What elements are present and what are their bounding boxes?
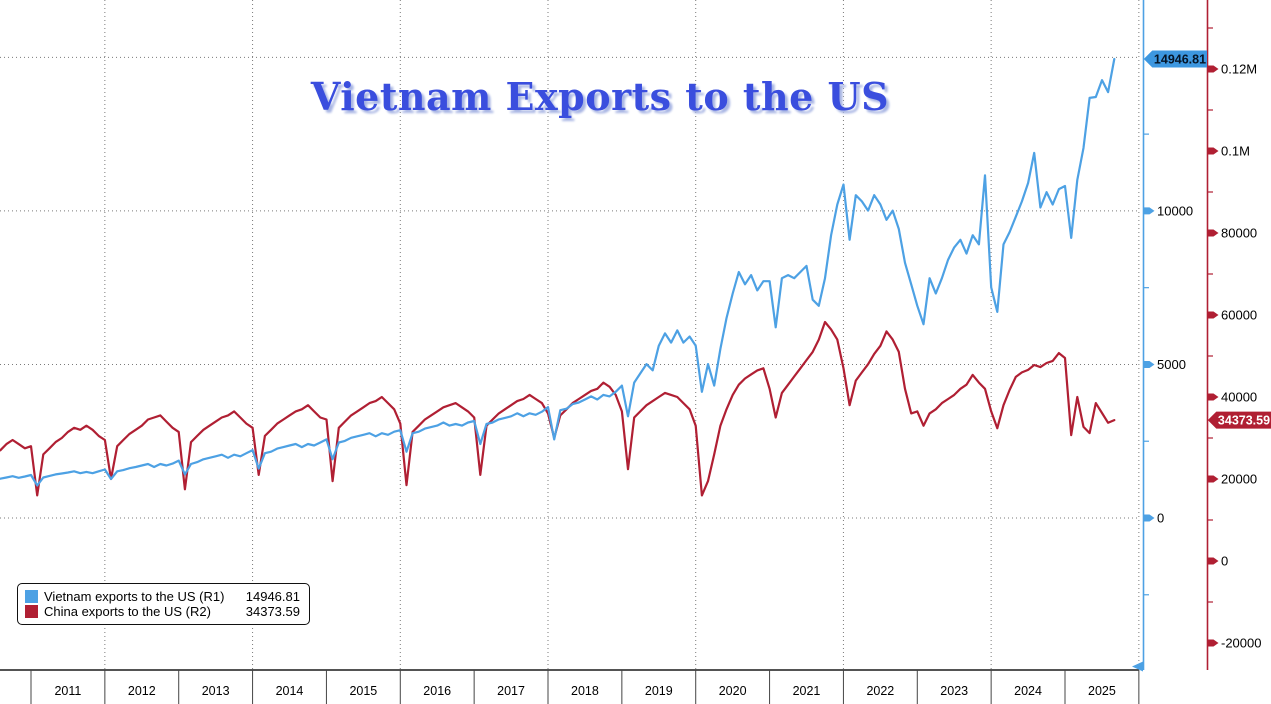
axis-tick-arrow-icon: [1208, 639, 1219, 647]
axis-tick-arrow-icon: [1144, 514, 1155, 522]
china-swatch-icon: [25, 605, 38, 618]
axis-tick-label: 80000: [1221, 226, 1257, 241]
axis-tick-label: 20000: [1221, 472, 1257, 487]
china-line: [0, 320, 1116, 497]
axis-tick-label: 0: [1157, 511, 1164, 526]
x-axis-year-label: 2019: [645, 684, 673, 698]
axis-tick-label: 0: [1221, 554, 1228, 569]
axis-tick-label: 0.12M: [1221, 62, 1257, 77]
legend-label-vietnam: Vietnam exports to the US (R1): [44, 589, 225, 604]
legend-row-china: China exports to the US (R2) 34373.59: [25, 604, 300, 619]
x-axis-year-label: 2012: [128, 684, 156, 698]
legend-row-vietnam: Vietnam exports to the US (R1) 14946.81: [25, 589, 300, 604]
x-axis-year-label: 2014: [276, 684, 304, 698]
axis-tick-label: 5000: [1157, 357, 1186, 372]
axis-tick-arrow-icon: [1144, 360, 1155, 368]
vietnam-last-value-badge-text: 14946.81: [1154, 52, 1206, 66]
axis-tick-arrow-icon: [1208, 229, 1219, 237]
x-axis-year-label: 2025: [1088, 684, 1116, 698]
axis-tick-label: -20000: [1221, 636, 1261, 651]
axis-tick-label: 10000: [1157, 203, 1193, 218]
x-axis-year-label: 2020: [719, 684, 747, 698]
axis-tick-label: 40000: [1221, 390, 1257, 405]
legend: Vietnam exports to the US (R1) 14946.81 …: [17, 583, 310, 625]
x-axis-year-label: 2016: [423, 684, 451, 698]
vietnam-last-value-badge-shape: [1143, 50, 1207, 68]
r1-axis-end-arrow-icon: [1132, 661, 1143, 672]
chart-title: Vietnam Exports to the US: [310, 74, 890, 119]
axis-tick-arrow-icon: [1208, 147, 1219, 155]
x-axis-year-label: 2023: [940, 684, 968, 698]
axis-tick-label: 60000: [1221, 308, 1257, 323]
axis-tick-arrow-icon: [1144, 207, 1155, 215]
x-axis-year-label: 2015: [349, 684, 377, 698]
axis-tick-arrow-icon: [1208, 475, 1219, 483]
x-axis-year-label: 2021: [793, 684, 821, 698]
x-axis-year-label: 2018: [571, 684, 599, 698]
legend-value-china: 34373.59: [245, 604, 300, 619]
axis-tick-arrow-icon: [1208, 557, 1219, 565]
axis-tick-label: 0.1M: [1221, 144, 1250, 159]
x-axis-year-label: 2022: [866, 684, 894, 698]
legend-label-china: China exports to the US (R2): [44, 604, 211, 619]
china-last-value-badge-text: 34373.59: [1218, 414, 1270, 428]
x-axis-year-label: 2013: [202, 684, 230, 698]
legend-value-vietnam: 14946.81: [245, 589, 300, 604]
axis-tick-arrow-icon: [1208, 311, 1219, 319]
x-axis-year-label: 2017: [497, 684, 525, 698]
vietnam-swatch-icon: [25, 590, 38, 603]
x-axis-year-label: 2024: [1014, 684, 1042, 698]
vietnam-line: [0, 57, 1116, 487]
x-axis-year-label: 2011: [54, 684, 81, 698]
axis-tick-arrow-icon: [1208, 393, 1219, 401]
axis-tick-arrow-icon: [1208, 65, 1219, 73]
